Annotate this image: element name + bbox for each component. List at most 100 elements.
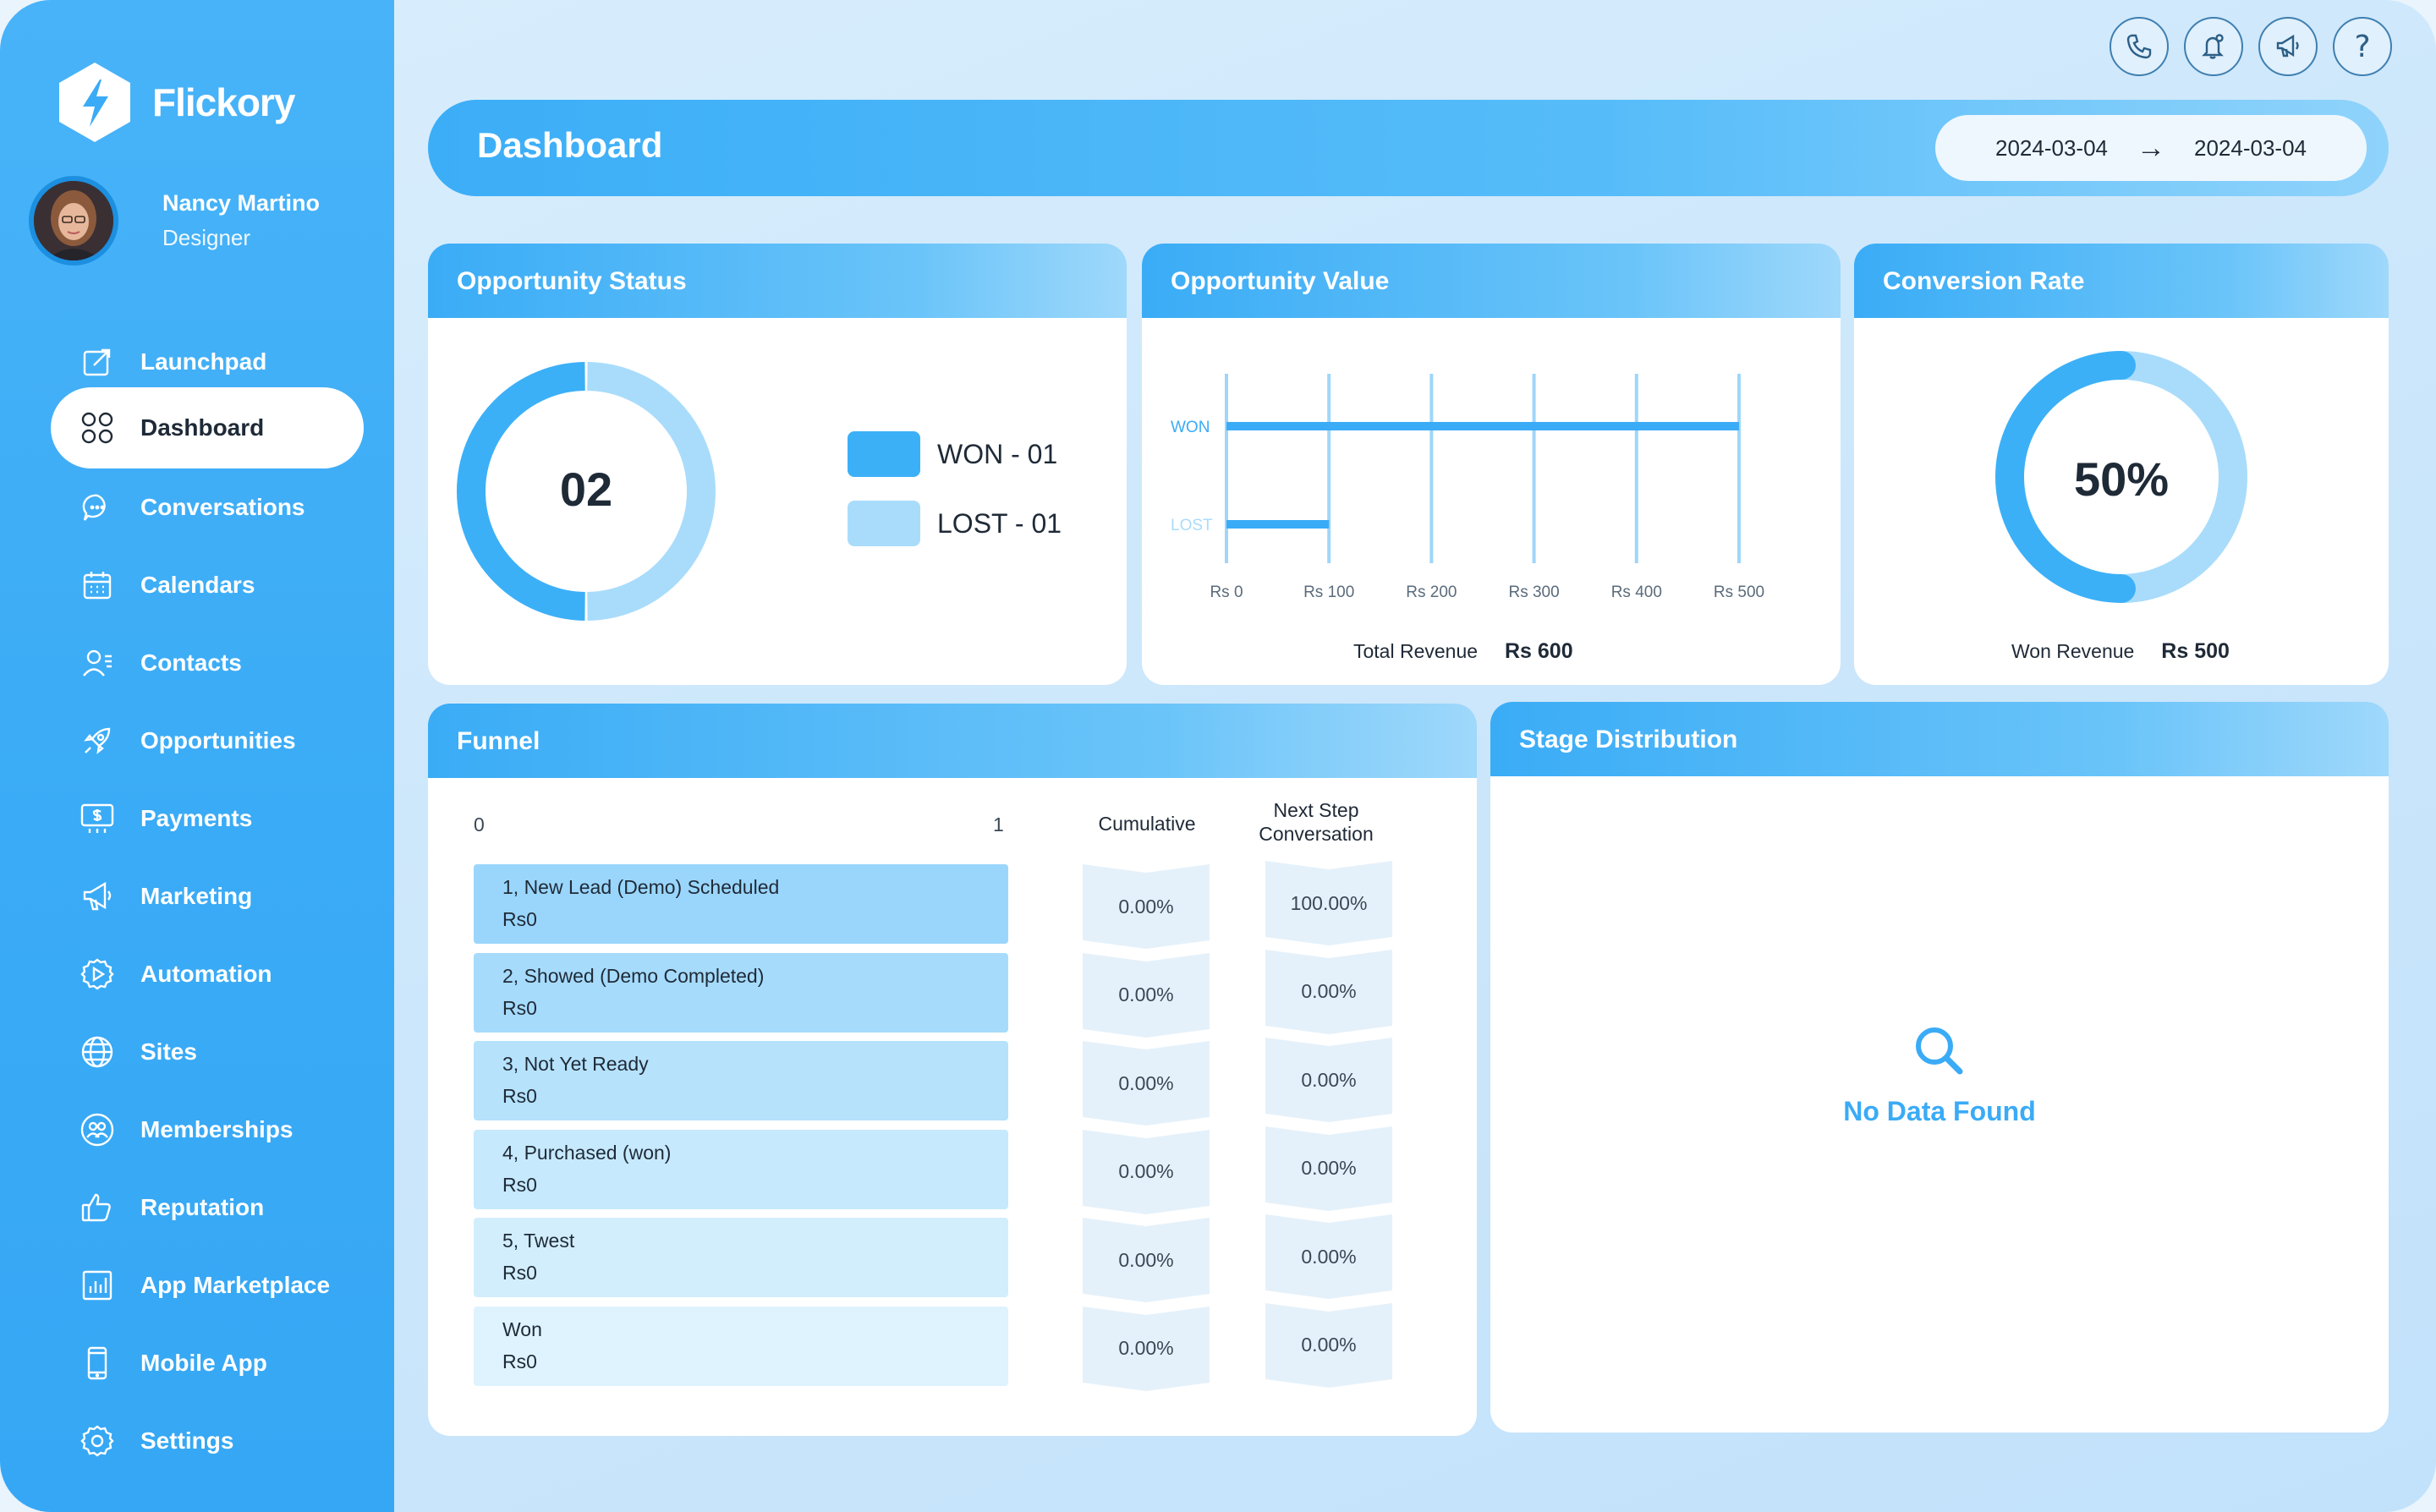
next-step-cell: 0.00% [1265, 1214, 1392, 1299]
date-range-picker[interactable]: 2024-03-04 → 2024-03-04 [1935, 115, 2367, 181]
phone-button[interactable] [2110, 17, 2169, 76]
x-tick-label: Rs 100 [1303, 583, 1355, 601]
donut-slice-lost[interactable] [587, 362, 716, 621]
card-title: Conversion Rate [1883, 267, 2085, 295]
conversion-rate-card: Conversion Rate 50% Won Revenue Rs 500 [1854, 244, 2389, 685]
donut-slice-remaining[interactable] [2107, 351, 2247, 603]
help-button[interactable]: ? [2333, 17, 2392, 76]
arrow-right-icon: → [2137, 131, 2165, 164]
funnel-stage-amount: Rs0 [502, 1350, 537, 1372]
column-header-cumulative: Cumulative [1098, 813, 1196, 835]
date-to: 2024-03-04 [2194, 134, 2307, 161]
y-tick-label-lost: LOST [1171, 517, 1213, 534]
funnel-stage-name: 5, Twest [502, 1230, 575, 1252]
x-tick-label: Rs 200 [1406, 583, 1457, 601]
conversion-rate-value: 50% [2073, 452, 2170, 506]
funnel-card: Funnel 0 1 Cumulative Next Step Conversa… [428, 704, 1477, 1436]
sidebar-item-contacts[interactable]: Contacts [51, 622, 364, 704]
date-from: 2024-03-04 [1995, 134, 2108, 161]
funnel-stage-amount: Rs0 [502, 908, 537, 930]
next-step-cell-value: 0.00% [1301, 1245, 1357, 1268]
sidebar-item-opportunities[interactable]: Opportunities [51, 700, 364, 781]
x-tick-label: Rs 0 [1210, 583, 1243, 601]
funnel-axis-max: 1 [993, 814, 1004, 835]
announcements-button[interactable] [2258, 17, 2318, 76]
sidebar-item-label: Opportunities [140, 727, 296, 753]
sidebar-item-label: Reputation [140, 1194, 265, 1220]
sidebar-item-memberships[interactable]: Memberships [51, 1089, 364, 1170]
avatar[interactable] [29, 176, 118, 266]
x-tick-label: Rs 400 [1610, 583, 1662, 601]
thumbs-up-icon [76, 1186, 118, 1229]
payments-icon [76, 797, 118, 840]
opportunity-status-donut [456, 362, 716, 621]
next-step-cell-value: 0.00% [1301, 980, 1357, 1002]
megaphone-icon [76, 875, 118, 918]
funnel-row[interactable]: 2, Showed (Demo Completed) Rs0 [474, 952, 1008, 1033]
app-logo[interactable]: Flickory [54, 59, 295, 145]
funnel-row[interactable]: Won Rs0 [474, 1306, 1008, 1386]
legend-label-won: WON - 01 [937, 438, 1058, 469]
next-step-cell-value: 0.00% [1301, 1334, 1357, 1356]
contacts-icon [76, 642, 118, 684]
notifications-button[interactable] [2184, 17, 2243, 76]
user-name: Nancy Martino [162, 190, 321, 216]
page-header: Dashboard 2024-03-04 → 2024-03-04 [428, 100, 2389, 196]
rocket-icon [76, 720, 118, 762]
notification-bell-icon [2202, 34, 2224, 59]
user-profile[interactable]: Nancy Martino Designer [29, 176, 320, 266]
funnel-stage-name: 3, Not Yet Ready [502, 1053, 649, 1075]
next-step-cell: 100.00% [1265, 861, 1392, 945]
cumulative-cell: 0.00% [1083, 1306, 1210, 1391]
top-toolbar: ? [2110, 17, 2392, 76]
help-icon: ? [2354, 29, 2371, 64]
funnel-stage-amount: Rs0 [502, 1085, 537, 1107]
donut-slice-converted[interactable] [1995, 351, 2136, 603]
sidebar-item-calendars[interactable]: Calendars [51, 545, 364, 626]
legend-item-lost: LOST - 01 [848, 501, 1062, 546]
sidebar-item-label: Dashboard [140, 414, 265, 441]
sidebar-item-marketing[interactable]: Marketing [51, 856, 364, 937]
sidebar-item-label: Mobile App [140, 1350, 267, 1376]
sidebar-item-settings[interactable]: Settings [51, 1400, 364, 1482]
opportunity-value-chart: WON LOST [1171, 374, 1741, 563]
empty-state-text: No Data Found [1843, 1096, 2036, 1126]
donut-slice-won[interactable] [456, 362, 585, 621]
sidebar-item-reputation[interactable]: Reputation [51, 1167, 364, 1248]
card-title: Opportunity Status [457, 267, 687, 295]
conversion-rate-donut [1995, 351, 2247, 603]
next-step-cell: 0.00% [1265, 1038, 1392, 1122]
sidebar-item-launchpad[interactable]: Launchpad [51, 321, 364, 403]
bar-won[interactable] [1226, 422, 1739, 430]
funnel-row[interactable]: 3, Not Yet Ready Rs0 [474, 1041, 1008, 1120]
sidebar-item-payments[interactable]: Payments [51, 778, 364, 859]
funnel-row[interactable]: 4, Purchased (won) Rs0 [474, 1129, 1008, 1209]
funnel-row[interactable]: 5, Twest Rs0 [474, 1218, 1008, 1297]
sidebar-item-dashboard[interactable]: Dashboard [51, 387, 364, 468]
sidebar-item-app-marketplace[interactable]: App Marketplace [51, 1245, 364, 1326]
chat-bubble-icon [76, 486, 118, 529]
funnel-row[interactable]: 1, New Lead (Demo) Scheduled Rs0 [474, 864, 1008, 944]
funnel-axis-min: 0 [474, 814, 485, 835]
cumulative-cell: 0.00% [1083, 952, 1210, 1038]
bar-lost[interactable] [1226, 520, 1330, 529]
launchpad-icon [76, 341, 118, 383]
sidebar-item-label: Automation [140, 961, 272, 987]
search-icon [1916, 1027, 1963, 1075]
card-title: Stage Distribution [1519, 726, 1738, 753]
sidebar-item-sites[interactable]: Sites [51, 1011, 364, 1093]
dashboard-grid-icon [76, 407, 118, 449]
sidebar-item-automation[interactable]: Automation [51, 934, 364, 1015]
sidebar-item-mobile-app[interactable]: Mobile App [51, 1323, 364, 1404]
sidebar-item-label: App Marketplace [140, 1272, 331, 1298]
next-step-cell: 0.00% [1265, 949, 1392, 1034]
card-title: Funnel [457, 727, 540, 755]
cumulative-cell-value: 0.00% [1118, 983, 1174, 1005]
user-avatar-image [34, 181, 113, 260]
next-step-cell-value: 0.00% [1301, 1157, 1357, 1179]
funnel-stage-name: 4, Purchased (won) [502, 1141, 672, 1164]
won-revenue-label: Won Revenue [2011, 640, 2135, 662]
settings-gear-icon [76, 1420, 118, 1462]
sidebar-item-conversations[interactable]: Conversations [51, 467, 364, 548]
